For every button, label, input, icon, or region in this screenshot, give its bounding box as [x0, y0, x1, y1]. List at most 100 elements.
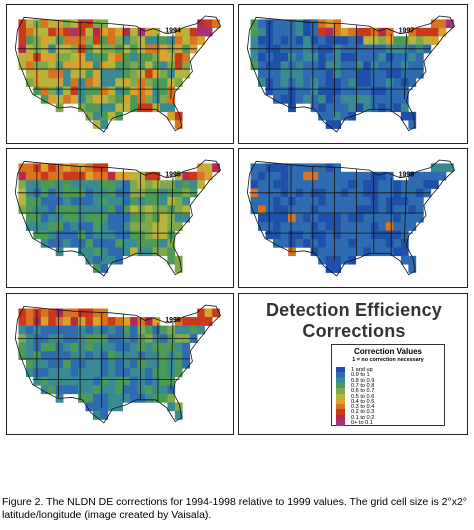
grid-cell [70, 78, 79, 87]
grid-cell [258, 78, 266, 87]
grid-cell [303, 230, 311, 240]
grid-cell [174, 36, 183, 45]
legend-swatch [336, 388, 345, 395]
grid-cell [355, 197, 364, 206]
grid-cell [78, 61, 86, 71]
grid-cell [393, 53, 402, 62]
grid-cell [92, 78, 101, 87]
grid-cell [137, 69, 146, 79]
grid-cell [122, 197, 131, 206]
legend-item: 0.4 to 0.5 [336, 398, 374, 405]
us-grid-map: 1996 [14, 304, 221, 424]
grid-cell [280, 69, 289, 79]
grid-cell [393, 36, 402, 45]
grid-cell [174, 171, 183, 181]
grid-cell [325, 61, 334, 71]
grid-cell [273, 171, 281, 181]
grid-cell [265, 230, 274, 240]
grid-cell [189, 317, 198, 326]
grid-cell [55, 376, 64, 386]
grid-cell [92, 111, 101, 121]
grid-cell [78, 230, 86, 240]
grid-cell [333, 103, 342, 113]
grid-cell [430, 19, 439, 29]
grid-cell [348, 222, 357, 231]
grid-cell [25, 61, 34, 71]
grid-cell [174, 120, 183, 129]
grid-cell [85, 308, 94, 318]
grid-cell [355, 36, 364, 45]
grid-cell [303, 86, 311, 96]
grid-cell [385, 180, 394, 189]
grid-cell [182, 171, 191, 181]
grid-cell [400, 95, 409, 104]
grid-cell [40, 180, 49, 189]
grid-cell [400, 111, 409, 121]
grid-cell [92, 230, 101, 240]
grid-cell [363, 86, 372, 96]
grid-cell [370, 36, 379, 45]
legend-swatch [336, 382, 345, 389]
grid-cell [18, 61, 27, 71]
grid-cell [400, 53, 409, 62]
grid-cell [378, 53, 387, 62]
grid-cell [310, 171, 319, 181]
grid-cell [370, 239, 379, 248]
grid-cell [333, 36, 342, 45]
grid-cell [348, 230, 357, 240]
grid-cell [122, 95, 131, 104]
grid-cell [288, 78, 296, 87]
grid-cell [122, 393, 131, 403]
grid-cell [159, 61, 168, 71]
grid-cell [445, 163, 454, 173]
grid-cell [107, 180, 116, 189]
grid-cell [115, 376, 124, 386]
grid-cell [70, 368, 79, 378]
grid-cell [159, 385, 168, 395]
grid-cell [167, 255, 176, 265]
grid-cell [280, 205, 289, 215]
grid-cell [182, 317, 191, 326]
grid-cell [258, 61, 266, 71]
grid-cell [408, 222, 417, 231]
grid-cell [385, 213, 394, 223]
grid-cell [55, 385, 64, 395]
grid-cell [92, 69, 101, 79]
grid-cell [55, 19, 64, 29]
grid-cell [393, 213, 402, 223]
grid-cell [70, 359, 79, 369]
grid-cell [137, 359, 146, 369]
grid-cell [385, 86, 394, 96]
map-year-label: 1997 [399, 28, 415, 35]
grid-cell [18, 27, 27, 37]
grid-cell [333, 69, 342, 79]
grid-cell [145, 103, 153, 113]
grid-cell [295, 53, 304, 62]
grid-cell [288, 205, 296, 215]
grid-cell [325, 78, 334, 87]
grid-cell [370, 197, 379, 206]
grid-cell [152, 359, 161, 369]
grid-cell [167, 61, 176, 71]
grid-cell [159, 53, 168, 62]
grid-cell [280, 230, 289, 240]
legend-heading-line1: Detection Efficiency [265, 300, 443, 320]
grid-cell [40, 61, 49, 71]
grid-cell [100, 171, 109, 181]
grid-cell [363, 180, 372, 189]
grid-cell [18, 171, 27, 181]
grid-cell [92, 86, 101, 96]
legend-item-label: 0.6 to 0.7 [351, 388, 375, 395]
grid-cell [115, 103, 124, 113]
grid-cell [63, 325, 71, 335]
grid-cell [137, 78, 146, 87]
us-grid-map: 1995 [14, 159, 221, 277]
grid-cell [122, 69, 131, 79]
grid-cell [310, 69, 319, 79]
grid-cell [92, 222, 101, 231]
grid-cell [78, 247, 86, 257]
grid-cell [55, 351, 64, 361]
grid-cell [363, 197, 372, 206]
grid-cell [18, 53, 27, 62]
grid-cell [145, 213, 153, 223]
